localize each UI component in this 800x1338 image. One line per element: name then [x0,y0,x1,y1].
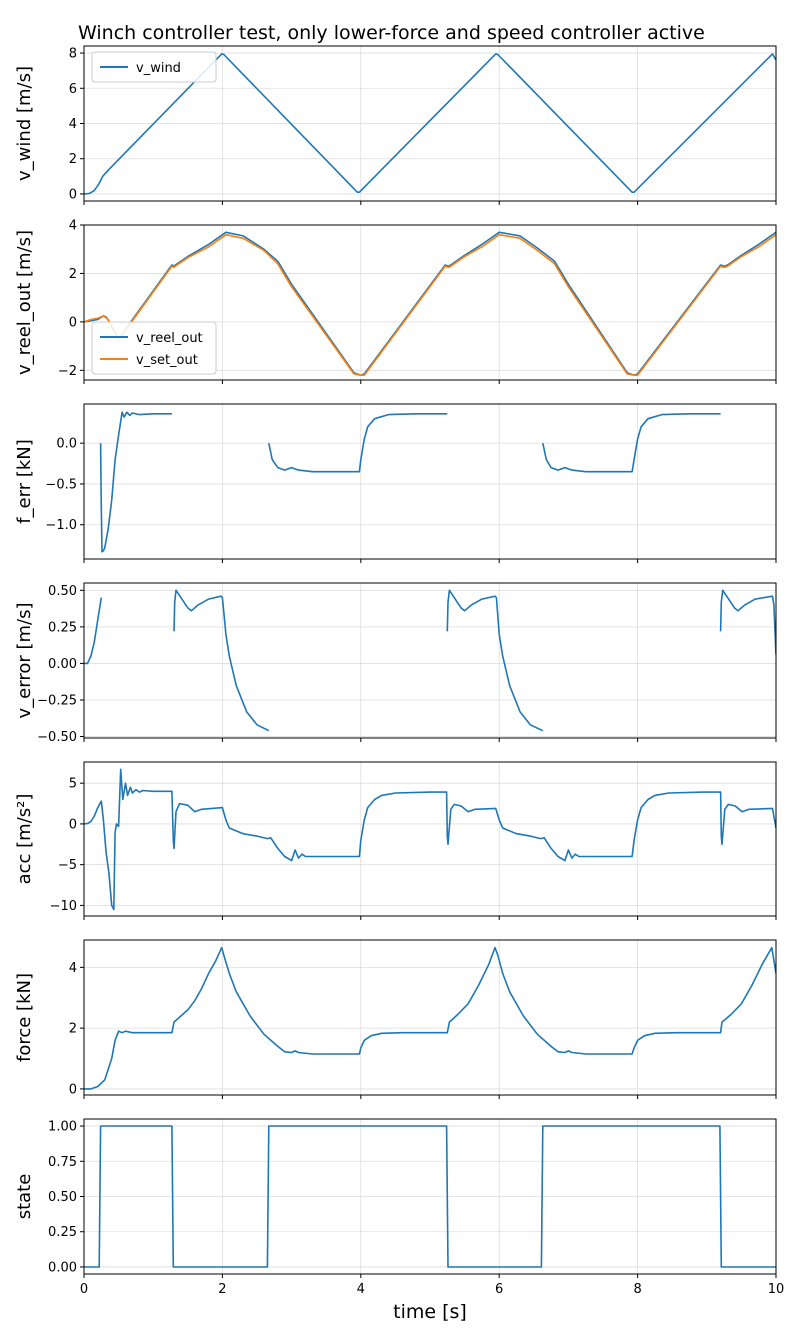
y-tick-label: −5 [58,858,77,873]
y-axis-label: state [14,1174,35,1220]
y-tick-label: 1.00 [48,1120,77,1135]
y-axis-label: v_reel_out [m/s] [14,230,35,375]
y-tick-label: 0 [69,187,77,202]
legend-label: v_wind [136,61,181,76]
x-tick-label: 0 [80,1282,88,1297]
y-tick-label: 2 [69,267,77,282]
y-tick-label: 2 [69,152,77,167]
y-tick-label: 8 [69,47,77,62]
y-tick-label: 4 [69,219,77,234]
series-line-series0-seg0 [84,1125,776,1268]
y-tick-label: −10 [50,899,77,914]
y-tick-label: −0.5 [45,477,77,492]
series-line-series0-seg1 [173,589,270,732]
x-tick-label: 2 [218,1282,226,1297]
y-tick-label: 4 [69,961,77,976]
y-axis-label: v_wind [m/s] [14,66,35,181]
series-line-series0-seg1 [268,413,448,473]
y-tick-label: 0 [69,315,77,330]
y-tick-label: 0.50 [48,1190,77,1205]
y-tick-label: 0.00 [48,657,77,672]
y-tick-label: −2 [58,364,77,379]
subplot-6: 0 2 4 force [kN] [14,939,777,1099]
x-tick-label: 8 [633,1282,641,1297]
y-tick-label: 4 [69,117,77,132]
subplot-1: 0 2 4 6 8 v_wind [m/s] v_wind [14,45,777,205]
subplot-5: −10 −5 0 5 acc [m/s²] [14,761,777,920]
legend: v_wind [91,51,217,83]
y-axis-label: f_err [kN] [14,439,35,524]
subplot-2: −2 0 2 4 v_reel_out [m/s] v_reel_out v_set_out [14,219,777,384]
axes-frame [83,939,777,1096]
y-tick-label: 0.00 [48,1260,77,1275]
y-axis-label: force [kN] [14,973,35,1062]
y-tick-label: 0 [69,1082,77,1097]
subplot-3: −1.0 −0.5 0.0 f_err [kN] [14,403,777,563]
y-axis-label: acc [m/s²] [14,794,35,885]
subplot-7: 0.00 0.25 0.50 0.75 1.00 0 2 4 6 8 10 state [14,1118,785,1297]
series-line-series0-seg2 [446,589,544,732]
axes-frame [83,403,777,560]
y-tick-label: 0.75 [48,1155,77,1170]
series-line-series0-seg0 [84,597,103,665]
legend-label: v_set_out [136,353,198,368]
y-tick-label: 5 [69,777,77,792]
series-line-series0-seg3 [719,589,776,655]
axes-frame [83,761,777,917]
series-line-series0-seg2 [542,413,721,473]
y-tick-label: 0.50 [48,584,77,599]
y-tick-label: 6 [69,82,77,97]
legend-box [91,51,217,83]
subplot-4: −0.50 −0.25 0.00 0.25 0.50 v_error [m/s] [14,582,777,745]
x-axis-label: time [s] [393,1301,467,1323]
y-tick-label: 0.25 [48,620,77,635]
y-tick-label: 0.0 [56,437,77,452]
y-tick-label: 2 [69,1022,77,1037]
axes-frame [83,224,777,381]
legend-label: v_reel_out [136,331,203,346]
x-tick-label: 6 [495,1282,503,1297]
legend-box [91,321,217,375]
y-tick-label: −0.25 [37,693,77,708]
y-axis-label: v_error [m/s] [14,603,35,719]
y-tick-label: −1.0 [45,518,77,533]
series-line-v_wind-seg0 [84,53,776,195]
x-tick-label: 4 [357,1282,365,1297]
series-line-series0-seg0 [84,768,776,911]
legend: v_reel_out v_set_out [91,321,217,375]
x-tick-label: 10 [768,1282,785,1297]
y-tick-label: 0 [69,817,77,832]
series-line-series0-seg0 [99,411,172,553]
y-tick-label: 0.25 [48,1225,77,1240]
series-line-series0-seg0 [84,946,776,1090]
chart-title: Winch controller test, only lower-force … [78,22,705,44]
y-tick-label: −0.50 [37,730,77,745]
axes-frame [83,582,777,739]
